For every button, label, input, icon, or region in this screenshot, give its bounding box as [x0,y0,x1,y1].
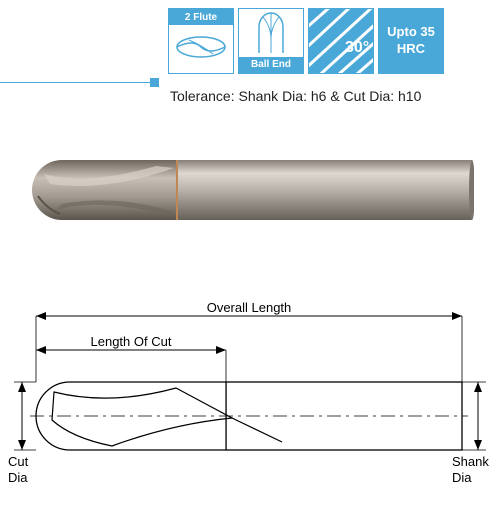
label-cut-dia-2: Dia [8,470,28,485]
product-photo: · · · · · · · · · [26,144,474,236]
badge-hrc: Upto 35 HRC [378,8,444,74]
helix-icon: 30° [309,9,373,73]
label-overall-length: Overall Length [207,300,292,315]
spec-badges: 2 Flute Ball End [168,8,444,74]
label-cut-dia-1: Cut [8,454,29,469]
label-shank-dia-1: Shank [452,454,489,469]
badge-helix: 30° [308,8,374,74]
badge-ball-end: Ball End [238,8,304,74]
badge-flute-label: 2 Flute [169,12,233,23]
badge-ball-label: Ball End [239,59,303,70]
badge-flute: 2 Flute [168,8,234,74]
dimension-diagram: Overall Length Length Of Cut Cut Dia Sha… [0,300,500,500]
accent-divider-line [0,82,150,83]
label-length-of-cut: Length Of Cut [91,334,172,349]
ball-end-icon [239,9,303,57]
label-shank-dia-2: Dia [452,470,472,485]
accent-divider-endcap [150,78,159,87]
svg-text:· · · · · · · · ·: · · · · · · · · · [276,188,362,199]
tolerance-text: Tolerance: Shank Dia: h6 & Cut Dia: h10 [170,88,421,104]
flute-icon [169,25,233,73]
hrc-line2: HRC [397,41,425,58]
helix-angle-text: 30° [345,39,369,56]
hrc-line1: Upto 35 [387,24,435,41]
